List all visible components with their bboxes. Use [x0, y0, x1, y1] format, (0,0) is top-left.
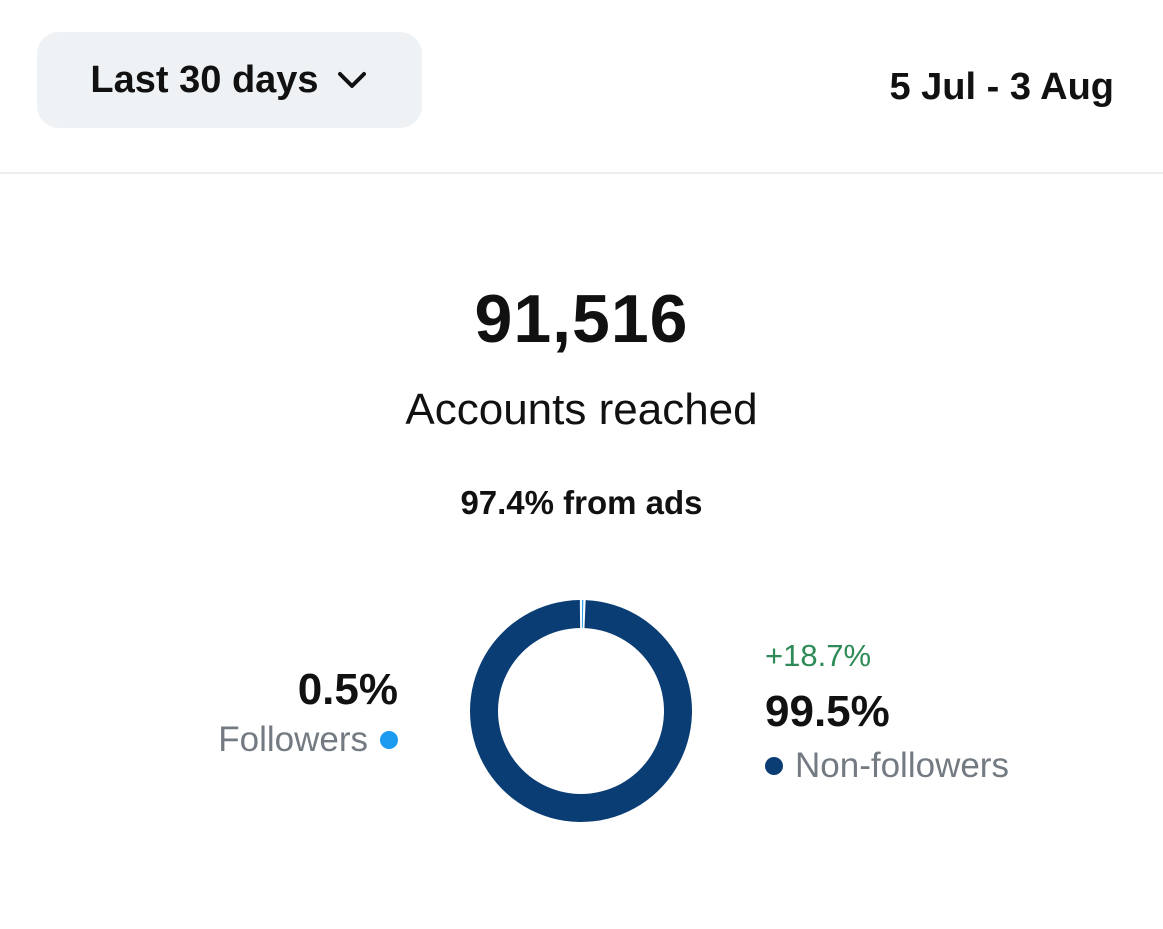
date-range-dropdown-label: Last 30 days [90, 58, 319, 101]
donut-slice-followers [581, 600, 584, 629]
date-range-dropdown[interactable]: Last 30 days [37, 32, 422, 128]
date-range-text: 5 Jul - 3 Aug [889, 66, 1114, 108]
accounts-reached-count: 91,516 [474, 281, 689, 357]
chevron-down-icon [335, 63, 369, 97]
followers-legend: 0.5% Followers [218, 664, 398, 760]
accounts-reached-label: Accounts reached [405, 385, 758, 434]
header: Last 30 days 5 Jul - 3 Aug [0, 0, 1163, 174]
non-followers-legend: +18.7% 99.5% Non-followers [765, 636, 1009, 786]
ads-share-text: 97.4% from ads [460, 484, 703, 521]
followers-label: Followers [218, 720, 368, 759]
non-followers-label: Non-followers [795, 746, 1009, 785]
reach-donut-chart [470, 600, 692, 822]
donut-slice-non-followers [470, 600, 692, 822]
non-followers-percent: 99.5% [765, 687, 890, 736]
non-followers-dot-icon [765, 757, 783, 775]
followers-dot-icon [380, 731, 398, 749]
followers-percent: 0.5% [297, 665, 398, 714]
non-followers-change: +18.7% [765, 638, 872, 673]
